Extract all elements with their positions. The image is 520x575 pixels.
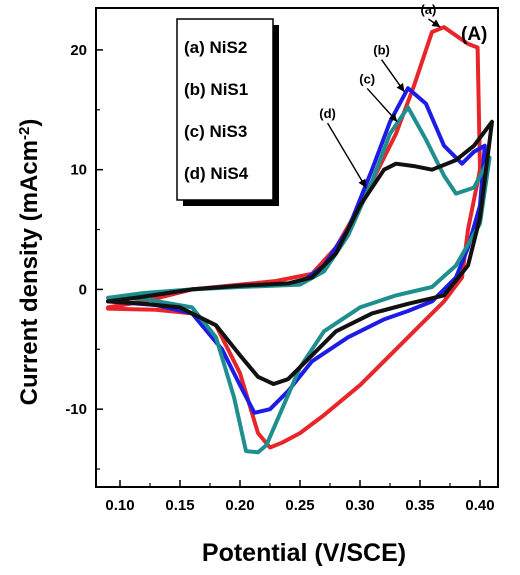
y-tick-label: 20 <box>70 42 87 59</box>
x-axis-title: Potential (V/SCE) <box>202 539 406 567</box>
series-annotation-label: (a) <box>420 2 436 17</box>
y-tick-label: -10 <box>65 401 87 418</box>
x-tick-label: 0.15 <box>165 497 194 514</box>
annotation-arrowhead <box>358 178 366 188</box>
series-annotation-label: (b) <box>373 43 390 58</box>
series-layer <box>106 25 494 455</box>
legend-entry: (d) NiS4 <box>184 164 249 183</box>
legend-entry: (b) NiS1 <box>184 80 248 99</box>
legend-entry: (a) NiS2 <box>184 38 247 57</box>
y-axis-title: Current density (mAcm-2) <box>16 119 44 406</box>
annotation-arrowhead <box>388 113 398 122</box>
x-tick-label: 0.40 <box>465 497 494 514</box>
y-axis-title-close: ) <box>16 119 43 127</box>
x-tick-label: 0.20 <box>225 497 254 514</box>
y-tick-label: 10 <box>70 162 87 179</box>
series-line <box>106 119 494 386</box>
y-tick-label: 0 <box>79 281 87 298</box>
annotation-layer: (a) (b) (c) (d) <box>319 2 441 188</box>
y-axis-title-superscript: -2 <box>16 127 33 140</box>
y-axis-title-main: Current density (mAcm <box>16 140 43 405</box>
annotation-arrowhead <box>431 19 441 28</box>
plot-frame <box>95 7 499 488</box>
legend-entry: (c) NiS3 <box>184 122 247 141</box>
x-tick-label: 0.25 <box>285 497 314 514</box>
legend: (a) NiS2 (b) NiS1 (c) NiS3 (d) NiS4 <box>176 18 279 206</box>
annotation-arrow <box>326 122 367 188</box>
x-tick-label: 0.10 <box>105 497 134 514</box>
series-annotation-label: (d) <box>319 106 336 121</box>
annotation-arrowhead <box>396 82 405 92</box>
legend-box <box>176 18 274 201</box>
x-tick-label: 0.35 <box>405 497 434 514</box>
panel-label: (A) <box>461 24 487 45</box>
x-tick-label: 0.30 <box>345 497 374 514</box>
series-annotation-label: (c) <box>359 71 375 86</box>
ticks-layer: 0.10 0.15 0.20 0.25 0.30 0.35 0.40 20 10 0 -10 <box>65 42 494 514</box>
